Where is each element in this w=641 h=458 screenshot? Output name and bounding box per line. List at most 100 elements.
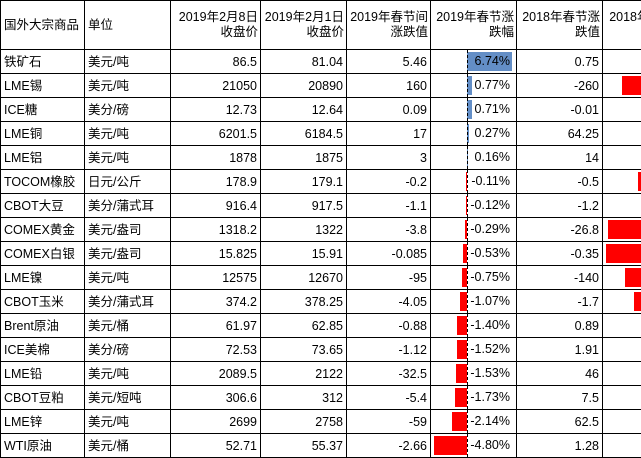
- cell-change-2019[interactable]: -0.88: [347, 314, 431, 338]
- cell-change-2019[interactable]: -32.5: [347, 362, 431, 386]
- cell-unit[interactable]: 美分/蒲式耳: [85, 290, 171, 314]
- cell-commodity-name[interactable]: TOCOM橡胶: [1, 170, 85, 194]
- cell-unit[interactable]: 美元/盎司: [85, 218, 171, 242]
- table-row[interactable]: Brent原油美元/桶61.9762.85-0.88-1.40%0.891.40…: [1, 314, 641, 338]
- cell-pct-2018[interactable]: 0.90%: [603, 122, 641, 146]
- col-header-close-0208[interactable]: 2019年2月8日收盘价: [171, 1, 261, 50]
- cell-pct-2019[interactable]: -4.80%: [431, 434, 517, 458]
- cell-close-0201[interactable]: 917.5: [261, 194, 347, 218]
- cell-commodity-name[interactable]: LME铅: [1, 362, 85, 386]
- cell-pct-2018[interactable]: -0.10%: [603, 194, 641, 218]
- cell-commodity-name[interactable]: Brent原油: [1, 314, 85, 338]
- cell-pct-2019[interactable]: -1.07%: [431, 290, 517, 314]
- cell-change-2018[interactable]: 14: [517, 146, 603, 170]
- col-header-commodity[interactable]: 国外大宗商品: [1, 1, 85, 50]
- col-header-pct-2019[interactable]: 2019年春节涨跌幅: [431, 1, 517, 50]
- cell-close-0208[interactable]: 6201.5: [171, 122, 261, 146]
- cell-pct-2018[interactable]: 1.80%: [603, 410, 641, 434]
- cell-change-2019[interactable]: 0.09: [347, 98, 431, 122]
- cell-close-0208[interactable]: 178.9: [171, 170, 261, 194]
- cell-change-2019[interactable]: -0.085: [347, 242, 431, 266]
- cell-commodity-name[interactable]: LME镍: [1, 266, 85, 290]
- cell-close-0208[interactable]: 2699: [171, 410, 261, 434]
- cell-change-2018[interactable]: 46: [517, 362, 603, 386]
- cell-close-0208[interactable]: 916.4: [171, 194, 261, 218]
- cell-change-2019[interactable]: 3: [347, 146, 431, 170]
- cell-change-2019[interactable]: -0.2: [347, 170, 431, 194]
- cell-pct-2018[interactable]: 2.10%: [603, 362, 641, 386]
- cell-commodity-name[interactable]: LME铝: [1, 146, 85, 170]
- cell-unit[interactable]: 美分/磅: [85, 98, 171, 122]
- cell-unit[interactable]: 美分/磅: [85, 338, 171, 362]
- cell-commodity-name[interactable]: 铁矿石: [1, 50, 85, 74]
- cell-change-2019[interactable]: -59: [347, 410, 431, 434]
- cell-pct-2018[interactable]: 0.50%: [603, 146, 641, 170]
- cell-close-0201[interactable]: 12.64: [261, 98, 347, 122]
- cell-commodity-name[interactable]: CBOT大豆: [1, 194, 85, 218]
- cell-pct-2019[interactable]: -0.11%: [431, 170, 517, 194]
- cell-pct-2018[interactable]: 1.40%: [603, 314, 641, 338]
- col-header-close-0201[interactable]: 2019年2月1日收盘价: [261, 1, 347, 50]
- cell-unit[interactable]: 美元/吨: [85, 362, 171, 386]
- col-header-change-2018[interactable]: 2018年春节涨跌值: [517, 1, 603, 50]
- cell-close-0201[interactable]: 179.1: [261, 170, 347, 194]
- cell-close-0208[interactable]: 374.2: [171, 290, 261, 314]
- cell-unit[interactable]: 美元/桶: [85, 434, 171, 458]
- cell-change-2019[interactable]: -5.4: [347, 386, 431, 410]
- cell-close-0201[interactable]: 73.65: [261, 338, 347, 362]
- cell-change-2018[interactable]: 62.5: [517, 410, 603, 434]
- cell-pct-2019[interactable]: 0.27%: [431, 122, 517, 146]
- cell-unit[interactable]: 美元/吨: [85, 122, 171, 146]
- cell-change-2019[interactable]: -4.05: [347, 290, 431, 314]
- cell-change-2018[interactable]: -0.5: [517, 170, 603, 194]
- cell-change-2018[interactable]: 0.75: [517, 50, 603, 74]
- cell-close-0201[interactable]: 1875: [261, 146, 347, 170]
- cell-pct-2019[interactable]: -1.73%: [431, 386, 517, 410]
- cell-pct-2018[interactable]: -2.00%: [603, 218, 641, 242]
- cell-pct-2019[interactable]: 0.77%: [431, 74, 517, 98]
- cell-change-2018[interactable]: 1.91: [517, 338, 603, 362]
- table-row[interactable]: COMEX黄金美元/盎司1318.21322-3.8-0.29%-26.8-2.…: [1, 218, 641, 242]
- cell-close-0208[interactable]: 21050: [171, 74, 261, 98]
- cell-commodity-name[interactable]: ICE美棉: [1, 338, 85, 362]
- cell-pct-2018[interactable]: -1.00%: [603, 266, 641, 290]
- cell-commodity-name[interactable]: LME锌: [1, 410, 85, 434]
- cell-close-0201[interactable]: 12670: [261, 266, 347, 290]
- cell-unit[interactable]: 美元/盎司: [85, 242, 171, 266]
- cell-close-0201[interactable]: 2758: [261, 410, 347, 434]
- cell-pct-2019[interactable]: 0.16%: [431, 146, 517, 170]
- cell-pct-2018[interactable]: 2.00%: [603, 386, 641, 410]
- col-header-unit[interactable]: 单位: [85, 1, 171, 50]
- cell-change-2019[interactable]: 160: [347, 74, 431, 98]
- cell-pct-2018[interactable]: 2.10%: [603, 434, 641, 458]
- cell-commodity-name[interactable]: ICE糖: [1, 98, 85, 122]
- cell-close-0208[interactable]: 2089.5: [171, 362, 261, 386]
- cell-commodity-name[interactable]: LME铜: [1, 122, 85, 146]
- cell-pct-2018[interactable]: -1.20%: [603, 74, 641, 98]
- cell-commodity-name[interactable]: WTI原油: [1, 434, 85, 458]
- cell-unit[interactable]: 美元/吨: [85, 74, 171, 98]
- cell-pct-2018[interactable]: -0.30%: [603, 170, 641, 194]
- cell-change-2018[interactable]: -0.01: [517, 98, 603, 122]
- cell-pct-2019[interactable]: 0.71%: [431, 98, 517, 122]
- cell-unit[interactable]: 美元/吨: [85, 50, 171, 74]
- cell-commodity-name[interactable]: LME锡: [1, 74, 85, 98]
- cell-pct-2019[interactable]: 6.74%: [431, 50, 517, 74]
- cell-close-0201[interactable]: 55.37: [261, 434, 347, 458]
- cell-close-0201[interactable]: 378.25: [261, 290, 347, 314]
- cell-change-2018[interactable]: -0.35: [517, 242, 603, 266]
- cell-commodity-name[interactable]: CBOT豆粕: [1, 386, 85, 410]
- cell-pct-2019[interactable]: -0.29%: [431, 218, 517, 242]
- cell-unit[interactable]: 美元/短吨: [85, 386, 171, 410]
- cell-change-2018[interactable]: -26.8: [517, 218, 603, 242]
- cell-close-0208[interactable]: 72.53: [171, 338, 261, 362]
